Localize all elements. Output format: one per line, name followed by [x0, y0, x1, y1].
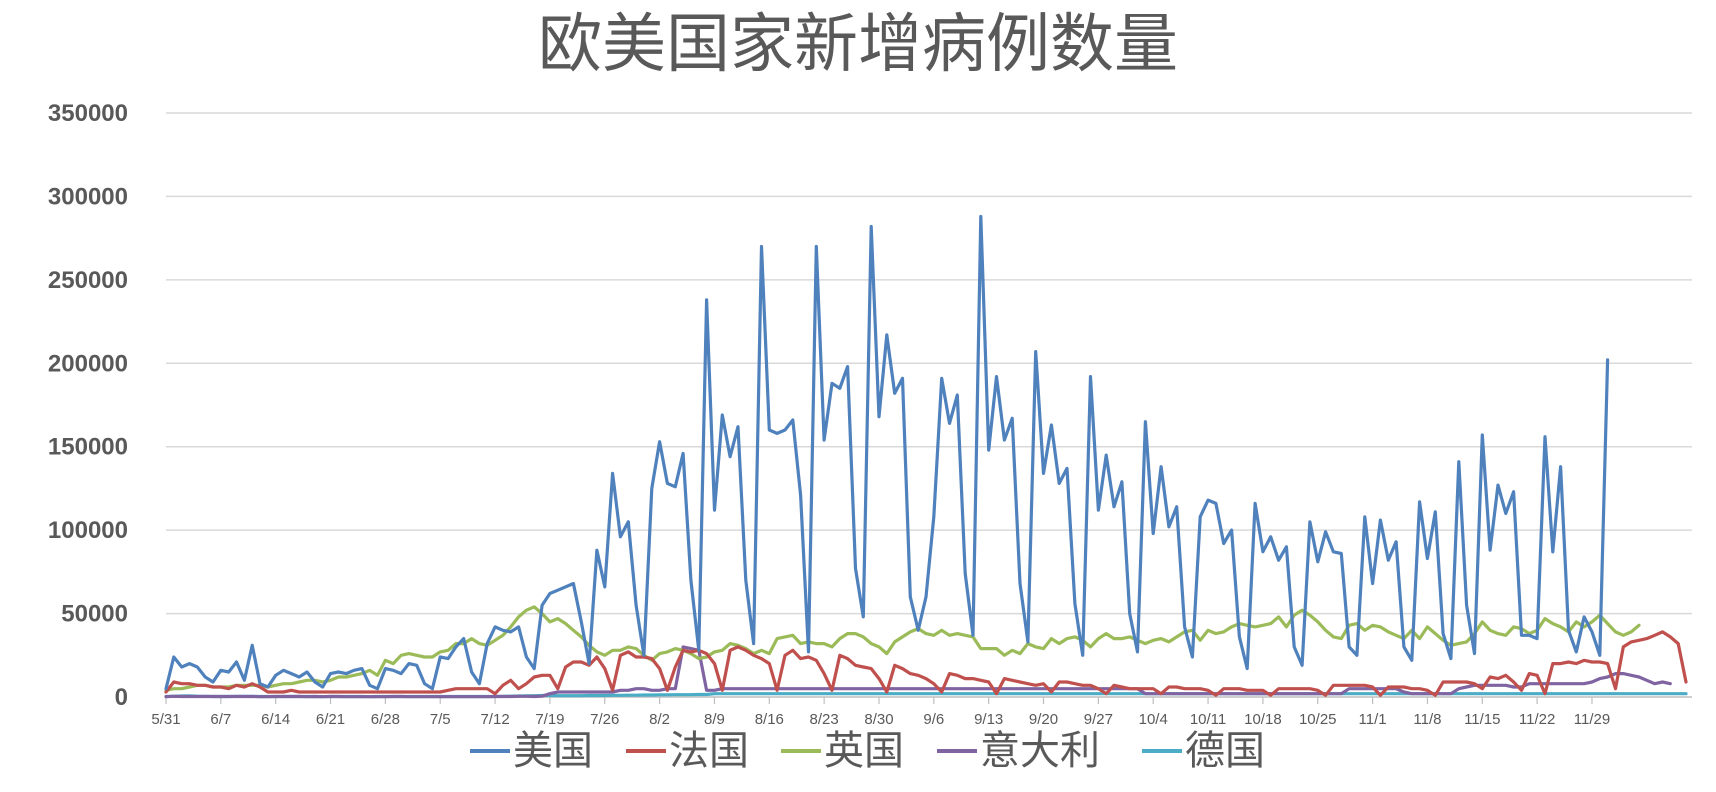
- legend-label: 美国: [513, 728, 593, 774]
- x-tick-label: 5/31: [151, 711, 180, 728]
- series-line-2: [164, 605, 1641, 692]
- x-tick-label: 11/15: [1464, 711, 1500, 728]
- x-tick-label: 8/2: [649, 711, 670, 728]
- y-tick-label: 100000: [48, 517, 128, 544]
- x-tick-label: 8/16: [755, 711, 784, 728]
- x-tick-label: 10/4: [1139, 711, 1168, 728]
- x-tick-label: 8/9: [704, 711, 725, 728]
- x-tick-label: 9/20: [1029, 711, 1058, 728]
- x-tick-label: 6/28: [371, 711, 400, 728]
- y-tick-label: 300000: [48, 183, 128, 210]
- legend-label: 意大利: [980, 728, 1100, 774]
- x-tick-label: 7/5: [430, 711, 451, 728]
- x-tick-label: 11/8: [1413, 711, 1441, 728]
- legend-label: 英国: [824, 728, 904, 774]
- x-tick-label: 8/23: [810, 711, 839, 728]
- series-lines: [164, 214, 1688, 699]
- chart-title: 欧美国家新增病例数量: [538, 8, 1178, 82]
- y-tick-label: 50000: [61, 601, 128, 628]
- x-tick-label: 10/18: [1244, 711, 1282, 728]
- x-tick-label: 7/12: [480, 711, 509, 728]
- legend-label: 德国: [1185, 728, 1265, 774]
- y-tick-label: 200000: [48, 350, 128, 377]
- series-line-1: [164, 630, 1688, 697]
- series-line-0: [164, 214, 1610, 691]
- x-tick-label: 10/25: [1299, 711, 1337, 728]
- x-tick-label: 11/29: [1574, 711, 1610, 728]
- y-axis-tick-labels: 0 50000 100000 150000 200000 250000 300000 3500…: [48, 100, 128, 711]
- y-tick-label: 350000: [48, 100, 128, 127]
- y-tick-label: 150000: [48, 434, 128, 461]
- x-tick-label: 10/11: [1190, 711, 1226, 728]
- y-tick-label: 0: [115, 684, 128, 711]
- x-tick-label: 7/19: [535, 711, 564, 728]
- series-line-3: [164, 645, 1672, 699]
- x-axis: 5/31 6/7 6/14 6/21 6/28 7/5 7/12 7/19 7/26 8/2 8/9…: [151, 697, 1610, 728]
- x-tick-label: 8/30: [864, 711, 893, 728]
- x-tick-label: 7/26: [590, 711, 619, 728]
- x-tick-label: 11/1: [1359, 711, 1387, 728]
- x-tick-label: 11/22: [1519, 711, 1555, 728]
- legend-label: 法国: [669, 728, 749, 774]
- grid-lines: [166, 112, 1692, 698]
- x-tick-label: 6/21: [316, 711, 345, 728]
- x-tick-label: 6/7: [210, 711, 231, 728]
- legend: 美国 法国 英国 意大利 德国: [470, 728, 1265, 774]
- x-tick-label: 6/14: [261, 711, 290, 728]
- x-tick-label: 9/6: [923, 711, 944, 728]
- x-tick-label: 9/27: [1084, 711, 1113, 728]
- y-tick-label: 250000: [48, 267, 128, 294]
- x-tick-label: 9/13: [974, 711, 1003, 728]
